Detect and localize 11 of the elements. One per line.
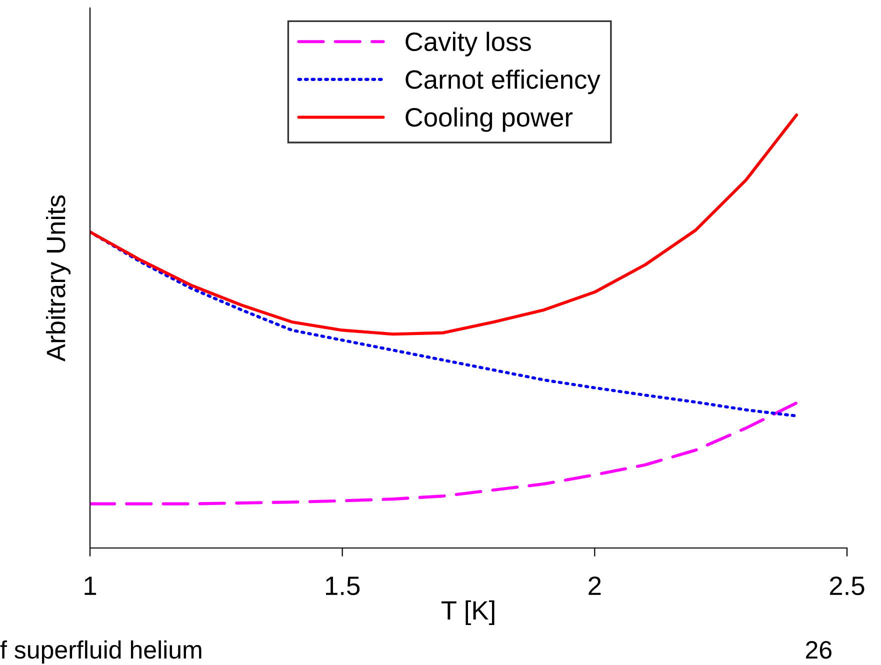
x-tick-label: 1.5 [326,576,360,596]
legend-label: Cavity loss [406,32,531,56]
x-tick-label: 2 [588,576,601,595]
text: 26 [806,641,832,659]
legend-label: Carnot efficiency [406,70,600,94]
x-axis-title: T [K] [441,600,494,625]
x-tick-label: 2.5 [830,576,864,596]
legend-label: Cooling power [406,107,573,132]
text: f superfluid helium [0,640,202,664]
y-axis-title: Arbitrary Units [46,195,71,362]
x-tick-label: 1 [84,576,96,595]
